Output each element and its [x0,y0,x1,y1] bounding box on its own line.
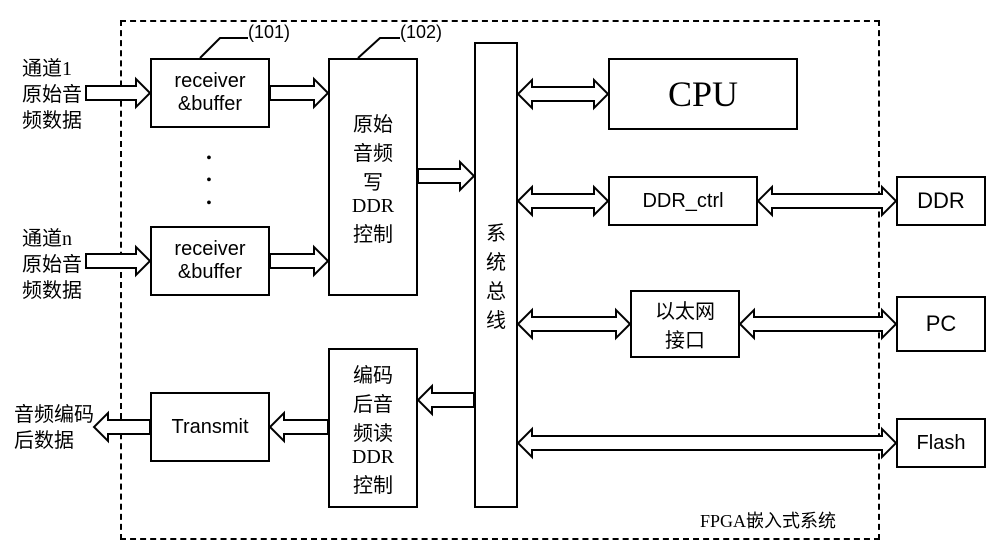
node-raw-ddr: 原始 音频 写 DDR 控制 [328,58,418,296]
node-cpu: CPU [608,58,798,130]
node-pc: PC [896,296,986,352]
callout-101: (101) [248,22,290,43]
node-recvn: receiver&buffer [150,226,270,296]
node-ddr-ctrl: DDR_ctrl [608,176,758,226]
ellipsis-dots: ••• [195,148,225,215]
diagram-container: FPGA嵌入式系统 通道1 原始音 频数据 通道n 原始音 频数据 音频编码 后… [0,0,1000,560]
node-recv1: receiver&buffer [150,58,270,128]
label-out: 音频编码 后数据 [14,402,94,454]
callout-102: (102) [400,22,442,43]
fpga-label: FPGA嵌入式系统 [700,510,836,533]
node-bus: 系 统 总 线 [474,42,518,508]
label-ch1: 通道1 原始音 频数据 [22,56,82,134]
node-flash: Flash [896,418,986,468]
node-transmit: Transmit [150,392,270,462]
node-enc-ddr: 编码 后音 频读 DDR 控制 [328,348,418,508]
node-eth: 以太网接口 [630,290,740,358]
label-chn: 通道n 原始音 频数据 [22,226,82,304]
node-ddr: DDR [896,176,986,226]
